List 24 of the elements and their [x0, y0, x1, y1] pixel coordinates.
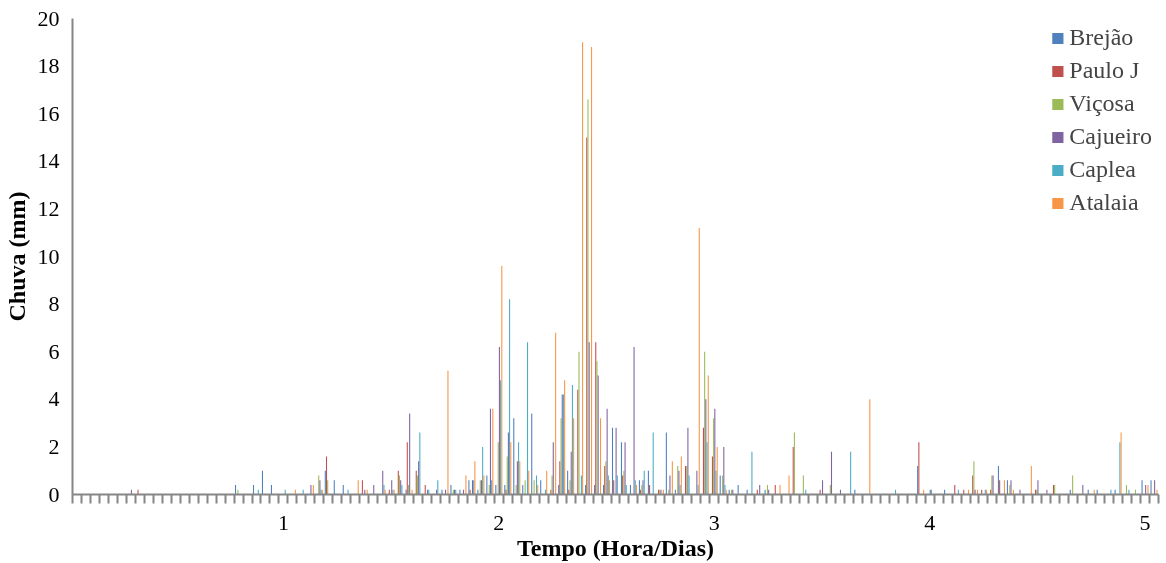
x-tick-label: 4 — [924, 509, 936, 535]
legend-label: Brejão — [1069, 24, 1134, 51]
y-tick-label: 0 — [48, 481, 60, 507]
legend-label: Caplea — [1069, 156, 1136, 183]
legend-label: Atalaia — [1069, 189, 1139, 216]
x-tick-label: 3 — [708, 509, 720, 535]
legend-label: Paulo J — [1069, 57, 1140, 84]
legend-label: Cajueiro — [1069, 123, 1152, 150]
x-tick-label: 5 — [1139, 509, 1151, 535]
x-tick-label: 2 — [493, 509, 505, 535]
y-tick-label: 14 — [37, 148, 60, 174]
x-axis-title: Tempo (Hora/Dias) — [516, 534, 715, 561]
y-tick-label: 8 — [48, 291, 60, 317]
y-tick-label: 18 — [37, 53, 60, 79]
legend-label: Viçosa — [1069, 90, 1135, 117]
y-tick-label: 4 — [48, 386, 60, 412]
y-tick-label: 6 — [48, 338, 60, 364]
x-tick-label: 1 — [277, 509, 289, 535]
y-tick-label: 20 — [37, 5, 60, 31]
y-axis-title: Chuva (mm) — [3, 191, 30, 322]
y-tick-label: 2 — [48, 433, 60, 459]
y-tick-label: 10 — [37, 243, 60, 269]
y-tick-label: 16 — [37, 100, 60, 126]
y-tick-label: 12 — [37, 195, 60, 221]
